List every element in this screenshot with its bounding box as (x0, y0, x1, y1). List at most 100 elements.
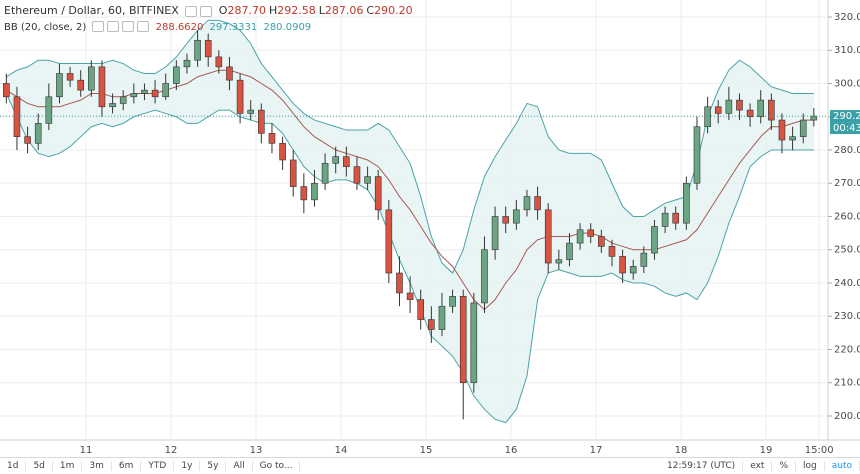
candle-body (130, 93, 138, 98)
range-button[interactable]: 3m (82, 461, 112, 471)
indicator-icon[interactable] (92, 21, 105, 32)
range-button[interactable]: YTD (141, 461, 175, 471)
candle-body (789, 136, 796, 141)
candle-body (778, 119, 786, 141)
y-tick-label: 200.00 (834, 411, 860, 422)
x-tick-label: 19 (760, 445, 773, 456)
candle-body (24, 136, 31, 144)
x-tick-label: 17 (590, 445, 603, 456)
candle-body (534, 196, 541, 211)
range-button[interactable]: 5y (200, 461, 227, 471)
candle-body (268, 133, 276, 144)
candle-body (396, 272, 403, 294)
candle-body (173, 66, 180, 84)
range-button[interactable]: 1m (53, 461, 83, 471)
candle-body (640, 252, 648, 267)
candle-body (608, 246, 616, 257)
x-tick-label: 14 (335, 445, 348, 456)
candle-body (544, 209, 552, 264)
range-button[interactable]: 5d (26, 461, 53, 471)
range-button[interactable]: 1d (0, 461, 27, 471)
candle-body (810, 115, 818, 121)
x-tick-label: 13 (250, 445, 263, 456)
candle-body (215, 56, 223, 68)
candle-body (736, 99, 743, 111)
candle-body (576, 229, 584, 244)
candle-body (77, 79, 85, 91)
x-tick-label: 11 (80, 445, 93, 456)
toolbar-right: 12:59:17 (UTC) ext% log auto (660, 461, 860, 471)
countdown-box (830, 122, 860, 135)
y-tick-label: 280.00 (834, 145, 860, 156)
candle-body (406, 292, 414, 300)
candle-body (66, 73, 74, 81)
chart: 200.00 210.00 220.00 230.00 240.00 250.00 260.… (0, 0, 860, 456)
candle-body (183, 59, 191, 68)
range-button[interactable]: 6m (112, 461, 142, 471)
indicator-icon[interactable] (137, 21, 150, 32)
x-tick-label: 12 (165, 445, 178, 456)
indicator-icon[interactable] (122, 21, 135, 32)
candle-body (300, 186, 308, 201)
candle-body (459, 295, 467, 384)
candle-body (374, 176, 382, 211)
candle-body (56, 73, 63, 98)
candle-body (98, 66, 106, 108)
candle-body (438, 305, 446, 330)
candle-body (629, 266, 637, 274)
candle-body (343, 156, 350, 167)
indicator-value: 288.6620 (155, 21, 204, 33)
candle-body (236, 79, 244, 114)
candle-body (45, 96, 53, 124)
candle-body (194, 39, 201, 61)
candle-body (757, 99, 765, 118)
candle-body (428, 319, 435, 330)
y-tick-label: 250.00 (834, 245, 860, 256)
candle-body (587, 229, 595, 237)
candle-body (449, 295, 456, 307)
ohlc-value: 287.70 (227, 4, 266, 17)
candle-body (661, 212, 669, 227)
option-button[interactable]: auto (825, 461, 860, 471)
candle-body (151, 89, 159, 98)
candle-body (502, 216, 510, 224)
option-button[interactable]: ext (743, 461, 773, 471)
header-icon[interactable] (200, 5, 213, 17)
candle-body (672, 212, 680, 224)
option-button[interactable]: log (796, 461, 825, 471)
y-tick-label: 320.00 (834, 12, 860, 23)
ohlc-value: 290.20 (374, 4, 413, 17)
indicator-icon[interactable] (107, 21, 120, 32)
last-price-label: 290.20 (833, 111, 860, 122)
ohlc: O287.70 H292.58 L287.06 C290.20 (219, 4, 416, 17)
y-tick-label: 300.00 (834, 78, 860, 89)
candle-body (162, 83, 170, 98)
y-tick-label: 260.00 (834, 211, 860, 222)
option-button[interactable]: % (772, 461, 796, 471)
range-button[interactable]: All (226, 461, 253, 471)
ohlc-value: 292.58 (277, 4, 316, 17)
range-button[interactable]: 1y (174, 461, 201, 471)
x-tick-label: 15:00 (805, 445, 834, 456)
header-icon[interactable] (185, 5, 198, 17)
indicator-value: 280.0909 (263, 21, 312, 33)
candle-body (566, 242, 573, 261)
candle-body (311, 182, 318, 201)
candle-body (109, 103, 116, 108)
x-tick-label: 16 (505, 445, 518, 456)
band-upper (6, 19, 814, 274)
candle-body (714, 106, 722, 114)
candle-body (258, 109, 265, 134)
toolbar: 1d 5d 1m 3m 6m YTD 1y 5y All Go to... 12:59:17 (… (0, 457, 860, 474)
candle-body (141, 89, 148, 94)
candle-body (768, 99, 775, 121)
candle-body (353, 166, 361, 184)
y-tick-label: 310.00 (834, 45, 860, 56)
x-tick-label: 15 (420, 445, 433, 456)
goto-button[interactable]: Go to... (253, 461, 301, 471)
candle-body (523, 196, 531, 211)
ohlc-label: O (218, 4, 228, 17)
candle-body (332, 156, 340, 164)
candle-body (555, 259, 563, 264)
